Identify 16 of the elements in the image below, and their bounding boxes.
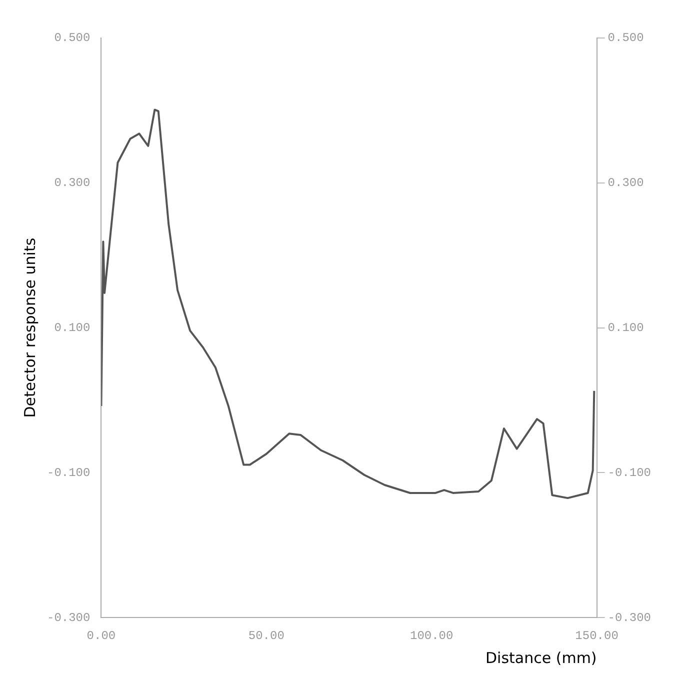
y2-tick-label: 0.300 [608,176,644,190]
y2-tick-label: -0.100 [608,466,652,480]
y-tick-label: -0.300 [46,610,90,625]
y2-tick-label: 0.100 [608,320,644,335]
y-tick-label: 0.300 [54,176,90,190]
y-tick-label: 0.500 [54,31,90,46]
x-tick-label: 50.00 [248,628,284,643]
y2-tick-label: 0.500 [608,31,644,46]
x-axis-title: Distance (mm) [485,648,597,667]
y-tick-label: -0.100 [46,466,90,480]
x-tick-label: 150.00 [575,628,618,643]
x-tick-label: 0.00 [86,628,116,643]
y-axis-title: Detector response units [20,238,39,418]
x-tick-label: 100.00 [410,628,454,643]
y-tick-label: 0.100 [54,320,90,335]
y2-tick-label: -0.300 [608,610,652,625]
